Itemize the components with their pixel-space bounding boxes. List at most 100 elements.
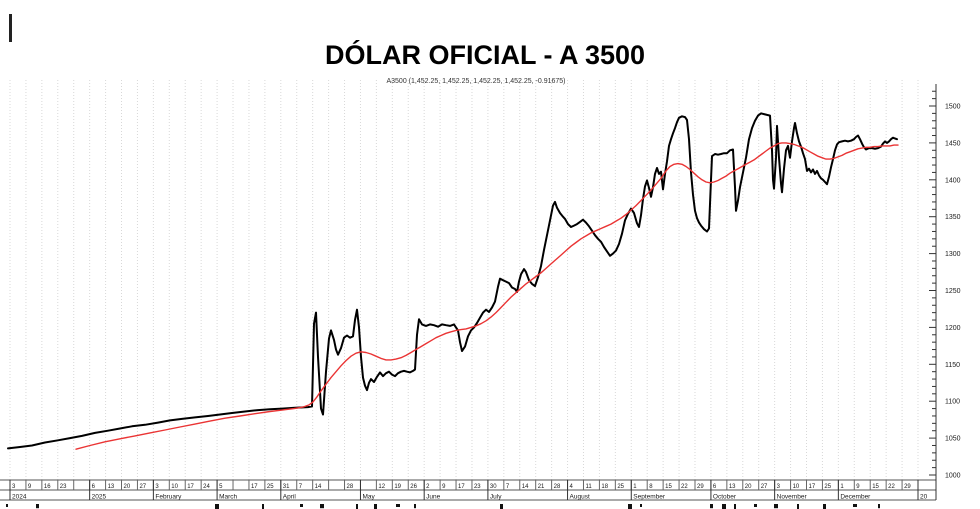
x-tick-label: 25 <box>824 484 831 490</box>
x-tick-label: 17 <box>187 484 194 490</box>
y-axis-label: 1350 <box>945 214 961 221</box>
x-tick-label: 6 <box>92 484 96 490</box>
x-tick-label: 17 <box>251 484 258 490</box>
x-month-label: December <box>840 494 871 501</box>
clipped-caption-fragment <box>722 504 726 509</box>
x-tick-label: 27 <box>761 484 768 490</box>
x-tick-label: 20 <box>124 484 131 490</box>
x-tick-label: 4 <box>570 484 574 490</box>
x-tick-label: 9 <box>28 484 32 490</box>
clipped-caption-fragment <box>797 504 799 509</box>
x-month-label: May <box>362 494 375 501</box>
x-tick-label: 1 <box>633 484 637 490</box>
x-tick-label: 13 <box>729 484 736 490</box>
clipped-caption-fragment <box>628 504 632 509</box>
x-tick-label: 13 <box>108 484 115 490</box>
y-axis-label: 1100 <box>945 399 960 406</box>
clipped-caption-fragment <box>774 504 778 509</box>
x-tick-label: 27 <box>139 484 146 490</box>
x-tick-label: 26 <box>410 484 417 490</box>
clipped-caption-fragment <box>262 504 264 509</box>
y-axis-label: 1300 <box>945 251 961 258</box>
x-month-label: 2024 <box>12 494 27 501</box>
x-tick-label: 18 <box>601 484 608 490</box>
x-tick-label: 25 <box>267 484 274 490</box>
clipped-caption-fragment <box>640 504 642 507</box>
x-tick-label: 3 <box>12 484 16 490</box>
x-tick-label: 31 <box>283 484 290 490</box>
average-line <box>75 142 899 450</box>
x-tick-label: 14 <box>522 484 529 490</box>
y-axis-label: 1200 <box>945 325 961 332</box>
y-axis-label: 1000 <box>945 473 961 480</box>
clipped-caption-fragment <box>500 504 503 509</box>
x-tick-label: 16 <box>44 484 51 490</box>
x-tick-label: 28 <box>347 484 354 490</box>
x-tick-label: 17 <box>809 484 816 490</box>
clipped-caption-fragment <box>374 504 377 509</box>
x-tick-label: 29 <box>697 484 704 490</box>
clipped-caption-fragment <box>853 504 857 507</box>
x-tick-label: 12 <box>378 484 385 490</box>
x-month-label: April <box>283 494 297 501</box>
x-month-label: June <box>426 494 440 501</box>
price-line <box>7 112 898 450</box>
x-tick-label: 20 <box>745 484 752 490</box>
x-tick-label: 10 <box>171 484 178 490</box>
x-month-label: August <box>570 494 590 501</box>
x-tick-label: 15 <box>872 484 879 490</box>
x-tick-label: 28 <box>554 484 561 490</box>
x-tick-label: 2 <box>426 484 430 490</box>
text-cursor-artifact <box>9 14 12 42</box>
x-month-label: March <box>219 494 237 501</box>
y-axis-label: 1150 <box>945 362 960 369</box>
x-tick-label: 7 <box>506 484 510 490</box>
chart-subtitle: A3500 (1,452.25, 1,452.25, 1,452.25, 1,4… <box>386 78 566 85</box>
x-month-label: September <box>633 494 666 501</box>
clipped-caption-fragment <box>734 504 736 509</box>
clipped-caption-fragment <box>823 504 826 509</box>
clipped-caption-fragment <box>396 504 400 507</box>
x-month-label: February <box>155 494 182 501</box>
y-axis-label: 1400 <box>945 177 961 184</box>
x-tick-label: 6 <box>713 484 717 490</box>
x-tick-label: 25 <box>617 484 624 490</box>
chart-title: DÓLAR OFICIAL - A 3500 <box>324 40 646 70</box>
x-tick-label: 7 <box>299 484 303 490</box>
x-tick-label: 15 <box>665 484 672 490</box>
clipped-caption-fragment <box>754 504 757 507</box>
x-tick-label: 30 <box>490 484 497 490</box>
x-tick-label: 10 <box>793 484 800 490</box>
clipped-caption-fragment <box>215 504 219 509</box>
y-axis-label: 1500 <box>945 104 961 111</box>
clipped-caption-fragment <box>36 504 39 509</box>
x-tick-label: 9 <box>442 484 446 490</box>
x-tick-label: 23 <box>60 484 67 490</box>
x-tick-label: 3 <box>155 484 159 490</box>
clipped-caption-fragment <box>710 504 713 509</box>
clipped-caption-fragment <box>878 504 880 509</box>
x-tick-label: 22 <box>681 484 688 490</box>
x-tick-label: 19 <box>394 484 401 490</box>
x-month-label: 2025 <box>92 494 107 501</box>
x-tick-label: 21 <box>538 484 545 490</box>
x-tick-label: 1 <box>840 484 844 490</box>
x-month-label: 20 <box>920 494 928 501</box>
x-tick-label: 29 <box>904 484 911 490</box>
x-month-label: July <box>490 494 502 501</box>
clipped-caption-fragment <box>320 504 324 509</box>
clipped-caption-fragment <box>414 504 416 509</box>
clipped-caption-fragment <box>356 504 358 509</box>
y-axis-label: 1050 <box>945 436 961 443</box>
x-tick-label: 5 <box>219 484 223 490</box>
y-axis-label: 1250 <box>945 288 961 295</box>
x-tick-label: 9 <box>856 484 860 490</box>
x-tick-label: 24 <box>203 484 210 490</box>
clipped-caption-fragment <box>6 504 8 507</box>
x-tick-label: 22 <box>888 484 895 490</box>
x-month-label: October <box>713 494 737 501</box>
x-tick-label: 11 <box>585 484 592 490</box>
x-month-label: November <box>777 494 808 501</box>
